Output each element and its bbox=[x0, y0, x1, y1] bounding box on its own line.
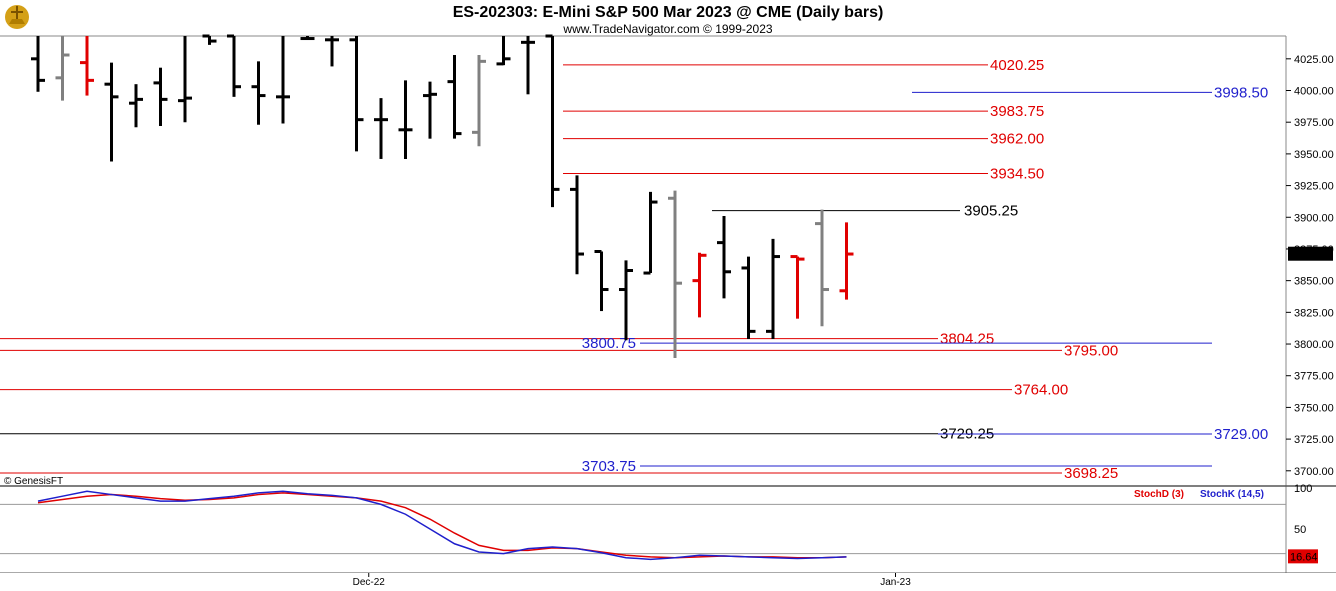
ohlc-bars bbox=[31, 34, 854, 358]
ohlc-bar-17 bbox=[447, 55, 462, 139]
ohlc-bar-5 bbox=[153, 67, 168, 126]
ohlc-bar-31 bbox=[790, 255, 805, 319]
time-axis-panel bbox=[0, 573, 1336, 591]
ohlc-bar-10 bbox=[276, 36, 290, 124]
chart-subtitle: www.TradeNavigator.com © 1999-2023 bbox=[562, 22, 772, 36]
level-label-3934.50: 3934.50 bbox=[990, 166, 1044, 183]
ohlc-bar-18 bbox=[472, 55, 486, 147]
level-label-3905.25: 3905.25 bbox=[964, 203, 1018, 220]
ohlc-bar-11 bbox=[300, 36, 315, 41]
level-label-3764.00: 3764.00 bbox=[1014, 382, 1068, 399]
price-tick-label: 4025.00 bbox=[1294, 54, 1334, 66]
stoch-tick-label: 50 bbox=[1294, 524, 1306, 536]
price-axis-panel bbox=[1286, 36, 1336, 573]
level-label-4020.25: 4020.25 bbox=[990, 57, 1044, 74]
level-label-3983.75: 3983.75 bbox=[990, 103, 1044, 120]
price-tick-label: 3825.00 bbox=[1294, 307, 1334, 319]
ohlc-bar-27 bbox=[692, 252, 707, 318]
ohlc-bar-24 bbox=[619, 260, 633, 341]
price-tick-label: 3850.00 bbox=[1294, 276, 1334, 288]
stoch-tick-label: 100 bbox=[1294, 483, 1312, 495]
price-tick-label: 3975.00 bbox=[1294, 117, 1334, 129]
logo-icon bbox=[5, 5, 29, 29]
ohlc-bar-9 bbox=[251, 61, 266, 125]
ohlc-bar-16 bbox=[423, 81, 437, 139]
level-label-3698.25: 3698.25 bbox=[1064, 465, 1118, 482]
time-tick-label: Dec-22 bbox=[353, 577, 386, 588]
ohlc-bar-2 bbox=[80, 36, 94, 96]
level-label-3962.00: 3962.00 bbox=[990, 131, 1044, 148]
ohlc-bar-8 bbox=[227, 34, 241, 97]
watermark: © GenesisFT bbox=[4, 476, 63, 487]
ohlc-bar-12 bbox=[325, 36, 339, 67]
ohlc-bar-6 bbox=[178, 36, 192, 123]
time-tick-label: Jan-23 bbox=[880, 577, 911, 588]
last-price-box bbox=[1288, 246, 1333, 261]
time-axis: Dec-22 Jan-23 bbox=[353, 573, 911, 588]
price-tick-label: 4000.00 bbox=[1294, 86, 1334, 98]
ohlc-bar-26 bbox=[668, 190, 682, 358]
ohlc-bar-0 bbox=[31, 36, 45, 92]
stoch-last-value: 16.64 bbox=[1290, 551, 1318, 563]
price-tick-label: 3750.00 bbox=[1294, 402, 1334, 414]
ohlc-bar-29 bbox=[741, 256, 756, 339]
last-price-label: 3871.25 bbox=[1290, 249, 1330, 261]
ohlc-bar-15 bbox=[398, 80, 413, 159]
ohlc-bar-28 bbox=[717, 216, 731, 299]
level-label-3729.00: 3729.00 bbox=[1214, 426, 1268, 443]
ohlc-bar-19 bbox=[496, 36, 511, 66]
ohlc-bar-14 bbox=[374, 98, 388, 159]
ohlc-bar-21 bbox=[545, 34, 560, 208]
chart-title: ES-202303: E-Mini S&P 500 Mar 2023 @ CME… bbox=[453, 4, 884, 21]
ohlc-bar-25 bbox=[643, 191, 658, 275]
stoch-series-1 bbox=[37, 490, 847, 561]
ohlc-bar-20 bbox=[521, 36, 535, 95]
price-tick-label: 3925.00 bbox=[1294, 181, 1334, 193]
level-label-3800.75: 3800.75 bbox=[582, 335, 636, 352]
level-label-3795.00: 3795.00 bbox=[1064, 342, 1118, 359]
ohlc-bar-32 bbox=[815, 209, 829, 327]
level-label-3804.25: 3804.25 bbox=[940, 331, 994, 348]
legend-stochd: StochD (3) bbox=[1134, 489, 1184, 500]
ohlc-bar-13 bbox=[349, 36, 364, 152]
ohlc-bar-30 bbox=[766, 238, 780, 339]
price-tick-label: 3900.00 bbox=[1294, 212, 1334, 224]
price-tick-label: 3700.00 bbox=[1294, 466, 1334, 478]
level-label-3998.50: 3998.50 bbox=[1214, 84, 1268, 101]
ohlc-bar-23 bbox=[594, 249, 609, 312]
ohlc-bar-33 bbox=[839, 222, 854, 300]
ohlc-bar-7 bbox=[202, 34, 217, 45]
ohlc-bar-1 bbox=[55, 36, 70, 101]
legend-stochk: StochK (14,5) bbox=[1200, 489, 1264, 500]
stoch-last-box bbox=[1288, 549, 1318, 564]
header-band bbox=[0, 0, 1336, 36]
stochastic-panel: StochD (3) StochK (14,5) 100 50 16.64 bbox=[0, 483, 1318, 564]
price-axis: 4025.00 4000.00 3975.00 3950.00 3925.00 3900.… bbox=[1286, 54, 1334, 478]
levels-layer: 4020.25 3998.50 3983.75 3962.00 3934.50 3905.… bbox=[0, 57, 1268, 482]
stoch-series-0 bbox=[37, 492, 847, 559]
ohlc-bar-4 bbox=[129, 84, 143, 128]
price-tick-label: 3950.00 bbox=[1294, 149, 1334, 161]
level-label-3703.75: 3703.75 bbox=[582, 458, 636, 475]
price-tick-label: 3725.00 bbox=[1294, 434, 1334, 446]
ohlc-bar-22 bbox=[570, 175, 584, 275]
price-tick-label: 3775.00 bbox=[1294, 371, 1334, 383]
ohlc-bar-3 bbox=[104, 62, 119, 162]
price-tick-label: 3800.00 bbox=[1294, 339, 1334, 351]
